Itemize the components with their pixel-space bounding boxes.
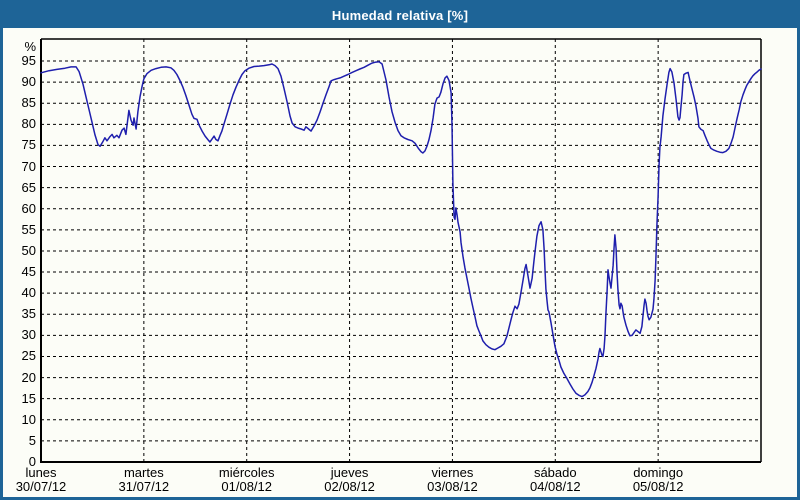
x-day-label: sábado 04/08/12: [495, 466, 615, 494]
day-date: 03/08/12: [427, 479, 478, 494]
humidity-line-chart: [40, 38, 762, 463]
y-tick-label: 25: [21, 348, 36, 364]
y-tick-label: 0: [28, 454, 36, 469]
y-tick-label: 70: [21, 158, 36, 174]
y-tick-label: 95: [21, 53, 36, 68]
y-tick-label: 65: [21, 179, 36, 195]
y-tick-label: 40: [21, 285, 36, 301]
day-date: 31/07/12: [118, 479, 170, 494]
chart-panel: 0 5 10 15 20 25 30 35 40 45 50 55 60 65 70 75 80 85 90 95% …: [3, 28, 797, 497]
humidity-series-line: [40, 61, 762, 398]
y-tick-label: 20: [21, 369, 36, 385]
day-date: 02/08/12: [324, 479, 375, 494]
day-name: lunes: [25, 465, 57, 480]
y-tick-label: 50: [21, 242, 36, 258]
day-name: miércoles: [218, 465, 275, 480]
x-day-label: lunes 30/07/12: [0, 466, 101, 494]
y-tick-label: 60: [21, 200, 36, 216]
y-tick-label: 55: [21, 221, 36, 237]
day-name: jueves: [330, 465, 369, 480]
x-day-label: martes 31/07/12: [84, 466, 204, 494]
y-tick-label: 80: [21, 116, 36, 132]
day-name: domingo: [633, 465, 684, 480]
y-tick-label: 90: [21, 74, 36, 90]
day-name: viernes: [431, 465, 474, 480]
y-tick-label: 15: [21, 390, 36, 406]
day-date: 04/08/12: [529, 479, 581, 494]
day-date: 30/07/12: [15, 479, 67, 494]
day-date: 05/08/12: [632, 479, 684, 494]
y-tick-label: 35: [21, 306, 36, 322]
window-title-bar: Humedad relativa [%]: [3, 3, 797, 28]
day-date: 01/08/12: [221, 479, 272, 494]
day-name: sábado: [533, 465, 577, 480]
y-axis-unit-label: %: [24, 39, 36, 54]
y-tick-label: 85: [21, 95, 36, 111]
x-day-label: domingo 05/08/12: [598, 466, 718, 494]
chart-title: Humedad relativa [%]: [331, 8, 469, 23]
y-tick-label: 10: [21, 411, 36, 427]
x-day-label: viernes 03/08/12: [392, 466, 512, 494]
x-day-label: jueves 02/08/12: [290, 466, 410, 494]
y-tick-label: 5: [28, 432, 36, 448]
y-tick-label: 75: [21, 137, 36, 153]
y-tick-label: 45: [21, 264, 36, 280]
day-name: martes: [123, 465, 164, 480]
x-day-label: miércoles 01/08/12: [187, 466, 307, 494]
y-tick-label: 30: [21, 327, 36, 343]
